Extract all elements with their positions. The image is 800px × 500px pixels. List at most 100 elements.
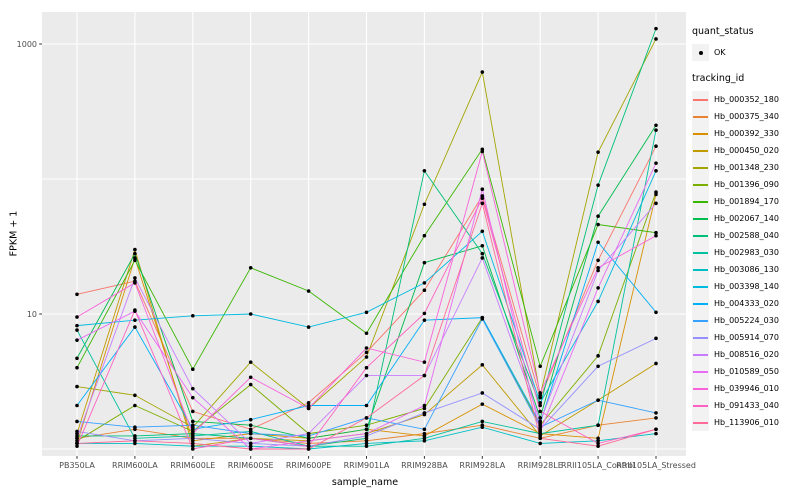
legend-item-Hb_002983_030: Hb_002983_030 [692,244,798,261]
data-point [133,258,137,263]
legend-item-ok: OK [692,44,798,61]
data-point [364,350,369,355]
data-point [248,360,253,364]
data-point [422,403,427,408]
legend-label: Hb_005224_030 [714,316,779,325]
line-swatch-icon [692,193,709,210]
data-point [422,360,427,364]
data-point [596,183,600,187]
legend-label: Hb_000375_340 [714,112,779,121]
data-point [538,403,542,408]
data-point [133,318,137,322]
legend-label: Hb_039946_010 [714,384,779,393]
legend-item-Hb_113906_010: Hb_113906_010 [692,414,798,431]
data-point [75,315,79,319]
data-point [248,436,253,441]
data-point [191,367,195,372]
data-point [480,425,485,430]
data-point [75,444,79,448]
data-point [654,411,658,415]
data-point [364,331,369,336]
x-axis-title: sample_name [331,477,399,488]
line-swatch-icon [692,142,709,159]
data-point [364,423,369,428]
data-point [480,201,485,206]
legend-label: Hb_091433_040 [714,401,779,410]
legend-item-Hb_000450_020: Hb_000450_020 [692,142,798,159]
data-point [306,406,311,411]
data-point [654,26,658,31]
data-point [306,444,311,448]
data-point [306,447,311,451]
line-swatch-icon [692,227,709,244]
data-point [538,429,542,434]
data-point [480,251,485,256]
data-point [654,169,658,173]
data-point [364,444,369,448]
data-point [364,416,369,420]
data-point [75,356,79,361]
point-swatch-icon [692,44,709,61]
line-swatch-icon [692,397,709,414]
data-point [596,214,600,219]
data-point [480,196,485,201]
data-point [480,229,485,234]
data-point [654,427,658,432]
data-point [364,373,369,378]
legend-item-Hb_000352_180: Hb_000352_180 [692,91,798,108]
legend-label: Hb_001894_170 [714,197,779,206]
data-point [191,423,195,428]
line-swatch-icon [692,295,709,312]
legend-label: Hb_002983_030 [714,248,779,257]
data-point [538,419,542,424]
x-tick-label: RRII105LA_Stressed [616,461,696,470]
data-point [654,144,658,148]
legend-item-Hb_000392_330: Hb_000392_330 [692,125,798,142]
line-swatch-icon [692,176,709,193]
data-point [133,281,137,285]
legend-label: Hb_010589_050 [714,367,779,376]
data-point [75,441,79,446]
legend: quant_status OK tracking_id Hb_000352_18… [692,26,798,431]
line-swatch-icon [692,346,709,363]
legend-tracking-id: tracking_id Hb_000352_180 Hb_000375_340 Hb… [692,73,798,431]
data-point [596,423,600,428]
data-point [480,391,485,395]
legend-item-Hb_003398_140: Hb_003398_140 [692,278,798,295]
data-point [538,436,542,441]
legend-title-quant-status: quant_status [692,26,754,37]
data-point [248,447,253,451]
data-point [248,265,253,270]
line-swatch-icon [692,261,709,278]
data-point [596,268,600,273]
x-tick-label: RRIM928LE [518,461,563,470]
line-swatch-icon [692,91,709,108]
data-point [654,201,658,206]
data-point [596,299,600,304]
data-point [654,310,658,315]
data-point [306,289,311,293]
line-swatch-icon [692,125,709,142]
legend-item-Hb_002588_040: Hb_002588_040 [692,227,798,244]
data-point [480,149,485,154]
line-swatch-icon [692,329,709,346]
legend-title-tracking-id: tracking_id [692,73,745,84]
legend-label: Hb_003086_130 [714,265,779,274]
data-point [364,441,369,446]
data-point [422,169,427,173]
x-tick-label: RRIM928LA [459,461,505,470]
data-point [422,281,427,285]
legend-label: Hb_000392_330 [714,129,779,138]
line-swatch-icon [692,414,709,431]
data-point [538,391,542,395]
legend-item-Hb_005224_030: Hb_005224_030 [692,312,798,329]
data-point [538,400,542,405]
data-point [654,161,658,165]
data-point [422,427,427,432]
data-point [596,439,600,443]
data-point [75,419,79,424]
data-point [133,308,137,312]
data-point [654,233,658,238]
data-point [75,292,79,297]
data-point [654,336,658,341]
